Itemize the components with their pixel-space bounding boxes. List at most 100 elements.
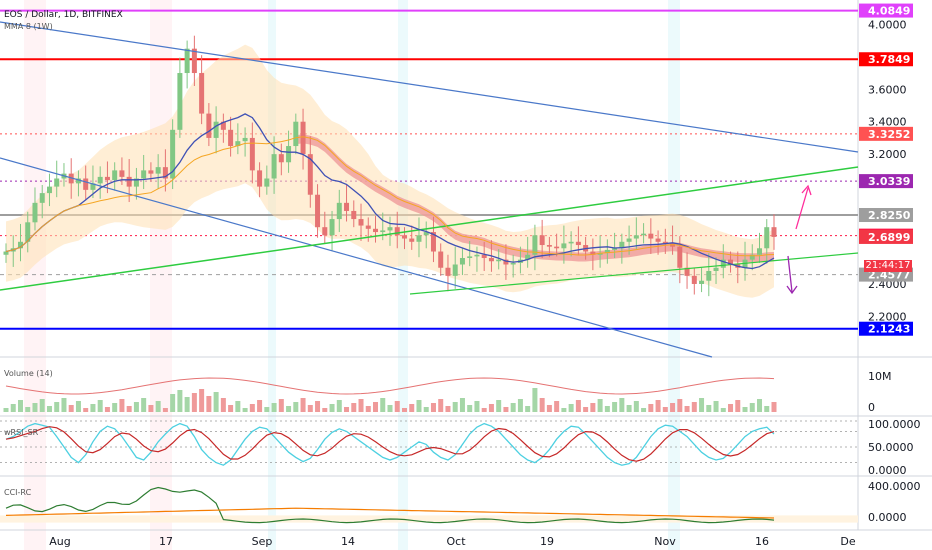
candle-body-91 bbox=[662, 241, 668, 244]
volume-bar-99 bbox=[720, 408, 726, 412]
volume-bar-103 bbox=[749, 403, 755, 412]
x-tick-label-5: 19 bbox=[540, 535, 554, 548]
downtrend-line-upper bbox=[0, 21, 859, 153]
candle-body-41 bbox=[300, 121, 306, 155]
candle-body-88 bbox=[641, 233, 647, 236]
candle-body-28 bbox=[206, 113, 212, 138]
volume-bar-106 bbox=[771, 402, 777, 412]
candle-body-87 bbox=[633, 235, 639, 239]
volume-bar-40 bbox=[293, 402, 299, 412]
cci-scale-label-0: 400.0000 bbox=[868, 480, 921, 493]
candle-body-51 bbox=[373, 228, 379, 233]
x-tick-label-1: 17 bbox=[159, 535, 173, 548]
countdown-text: 21:44:17 bbox=[865, 260, 911, 271]
volume-bar-4 bbox=[32, 403, 38, 412]
candle-body-15 bbox=[112, 170, 118, 181]
candle-body-11 bbox=[83, 178, 89, 190]
symbol-legend[interactable]: EOS / Dollar, 1D, BITFINEX bbox=[4, 2, 123, 21]
candle-body-99 bbox=[720, 259, 726, 268]
volume-bar-57 bbox=[416, 400, 422, 412]
volume-bar-19 bbox=[141, 398, 147, 412]
candle-body-21 bbox=[155, 167, 161, 174]
candle-body-60 bbox=[438, 251, 444, 268]
candle-body-24 bbox=[177, 73, 183, 130]
candle-body-45 bbox=[329, 219, 335, 236]
candle-body-82 bbox=[597, 253, 603, 255]
volume-bar-13 bbox=[97, 400, 103, 412]
candle-body-50 bbox=[365, 225, 371, 229]
volume-bar-12 bbox=[90, 404, 96, 412]
fast-ma-line bbox=[5, 113, 775, 270]
candle-body-32 bbox=[235, 141, 241, 147]
volume-bar-91 bbox=[662, 407, 668, 412]
volume-bar-64 bbox=[467, 405, 473, 412]
candle-body-66 bbox=[481, 254, 487, 259]
candle-body-89 bbox=[648, 233, 654, 239]
volume-bar-39 bbox=[286, 406, 292, 412]
volume-bar-26 bbox=[191, 393, 197, 412]
volume-bar-21 bbox=[155, 401, 161, 412]
volume-bar-100 bbox=[728, 404, 734, 412]
x-tick-label-6: Nov bbox=[654, 535, 676, 548]
volume-bar-71 bbox=[517, 399, 523, 412]
volume-bar-51 bbox=[373, 402, 379, 412]
price-level-label-bg-4 bbox=[859, 208, 913, 223]
volume-bar-73 bbox=[532, 388, 538, 412]
volume-pane-title[interactable]: Volume (14) bbox=[4, 361, 53, 380]
candle-body-18 bbox=[133, 178, 139, 187]
candle-body-7 bbox=[54, 178, 60, 187]
candle-body-105 bbox=[764, 227, 770, 249]
candle-body-63 bbox=[459, 258, 465, 265]
volume-bar-18 bbox=[133, 402, 139, 412]
candle-body-25 bbox=[184, 48, 190, 74]
volume-bar-33 bbox=[242, 408, 248, 412]
cci-title: CCI-RC bbox=[4, 488, 32, 497]
candle-body-78 bbox=[568, 241, 574, 244]
price-level-label-bg-1 bbox=[859, 52, 913, 67]
volume-bar-68 bbox=[496, 400, 502, 412]
volume-bar-62 bbox=[452, 402, 458, 412]
candle-body-2 bbox=[17, 241, 23, 249]
price-level-label-bg-6 bbox=[859, 229, 913, 244]
candle-body-39 bbox=[286, 146, 292, 163]
volume-bar-27 bbox=[199, 389, 205, 412]
volume-bar-6 bbox=[46, 406, 52, 412]
candle-body-83 bbox=[604, 249, 610, 254]
volume-title: Volume (14) bbox=[4, 369, 53, 378]
candle-body-56 bbox=[409, 238, 415, 242]
candle-body-72 bbox=[525, 254, 531, 260]
slow-ma-line bbox=[5, 136, 775, 257]
cci-average-line bbox=[5, 507, 775, 519]
price-level-label-1: 3.7849 bbox=[868, 53, 910, 66]
volume-bar-104 bbox=[757, 399, 763, 412]
volume-bar-80 bbox=[583, 407, 589, 412]
volume-bar-79 bbox=[575, 400, 581, 412]
candle-body-70 bbox=[510, 262, 516, 265]
volume-bar-65 bbox=[474, 401, 480, 412]
volume-bar-90 bbox=[655, 400, 661, 412]
volume-bar-5 bbox=[39, 399, 45, 412]
cci-pane-title[interactable]: CCI-RC bbox=[4, 480, 31, 499]
candle-body-58 bbox=[423, 232, 429, 236]
volume-bar-45 bbox=[329, 404, 335, 412]
candle-body-67 bbox=[488, 258, 494, 262]
y-tick-label-0: 4.0000 bbox=[868, 18, 907, 31]
volume-bar-101 bbox=[735, 400, 741, 412]
candle-body-97 bbox=[706, 270, 712, 281]
volume-bar-58 bbox=[423, 407, 429, 412]
volume-bar-78 bbox=[568, 404, 574, 412]
candle-body-85 bbox=[619, 241, 625, 249]
cci-scale-label-1: 0.0000 bbox=[868, 511, 907, 524]
price-level-label-bg-2 bbox=[859, 126, 913, 141]
candle-body-57 bbox=[416, 235, 422, 242]
wrsi-pane-title[interactable]: wRSI_SR bbox=[4, 420, 38, 439]
volume-bar-75 bbox=[546, 405, 552, 412]
volume-bar-36 bbox=[264, 407, 270, 412]
indicator-legend[interactable]: MMA 8 (1W) bbox=[4, 14, 53, 33]
candle-body-46 bbox=[336, 202, 342, 220]
candle-body-34 bbox=[249, 137, 255, 171]
cloud-band bbox=[6, 44, 774, 298]
candle-body-30 bbox=[220, 121, 226, 130]
